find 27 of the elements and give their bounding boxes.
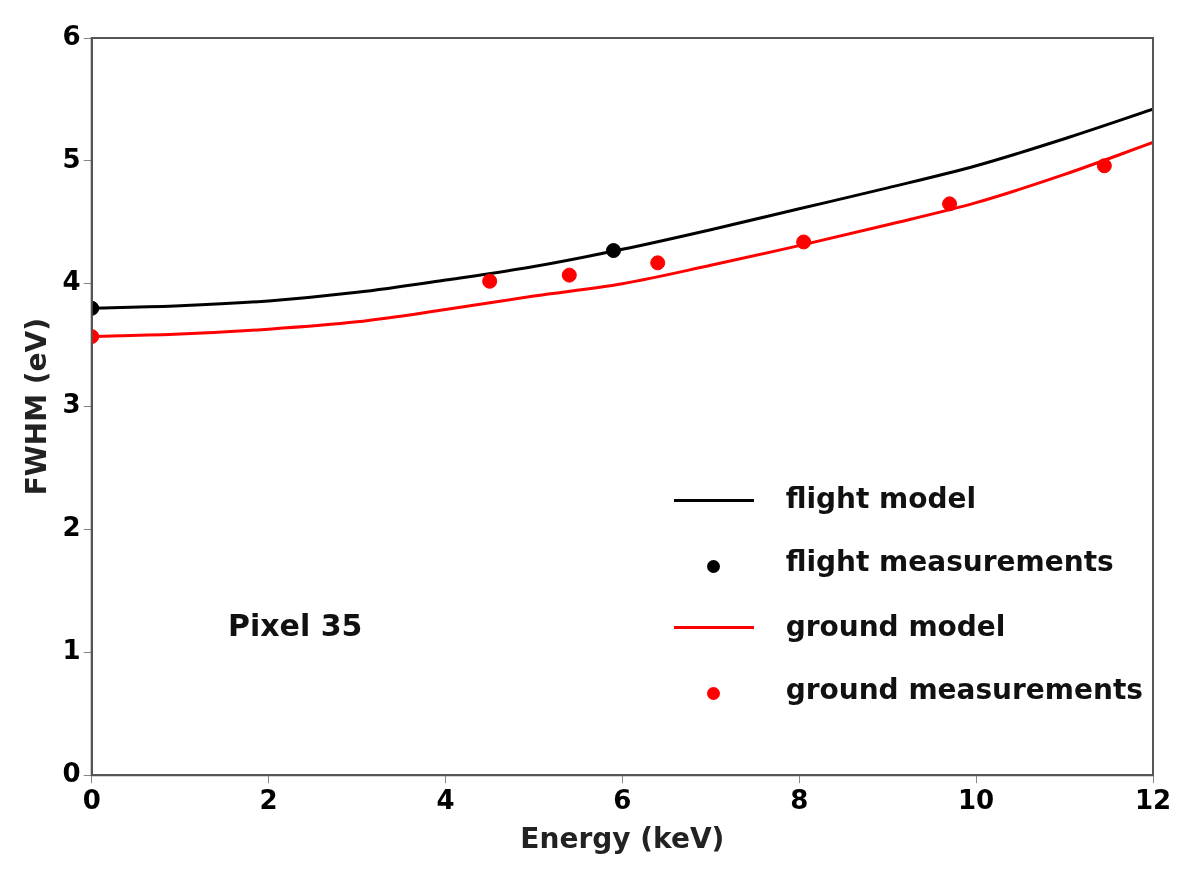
- point: [1096, 158, 1112, 174]
- x-tick-label: 12: [1134, 784, 1172, 815]
- point: [561, 267, 577, 283]
- legend-label: ground measurements: [785, 672, 1143, 706]
- y-tick-label: 5: [62, 143, 81, 174]
- y-tick-label: 0: [62, 757, 81, 788]
- legend-label: flight measurements: [785, 545, 1114, 578]
- point: [796, 234, 812, 250]
- point: [482, 273, 498, 289]
- legend-label: flight model: [785, 482, 977, 515]
- y-axis-title: FWHM (eV): [20, 317, 54, 496]
- point: [942, 196, 958, 212]
- x-tick-label: 8: [790, 784, 809, 815]
- annotation: Pixel 35: [228, 608, 363, 643]
- x-tick-label: 2: [259, 784, 278, 815]
- x-tick-label: 4: [436, 784, 455, 815]
- y-tick-label: 3: [62, 389, 81, 420]
- x-tick-label: 0: [82, 784, 101, 815]
- y-tick-label: 6: [62, 20, 81, 51]
- x-tick-label: 10: [958, 784, 995, 815]
- y-tick-label: 4: [62, 266, 81, 297]
- point: [650, 255, 666, 271]
- y-tick-label: 2: [62, 512, 81, 543]
- legend-label: ground model: [785, 609, 1006, 643]
- y-tick-label: 1: [62, 635, 81, 666]
- x-axis-title: Energy (keV): [520, 822, 725, 856]
- x-tick-label: 6: [613, 784, 632, 815]
